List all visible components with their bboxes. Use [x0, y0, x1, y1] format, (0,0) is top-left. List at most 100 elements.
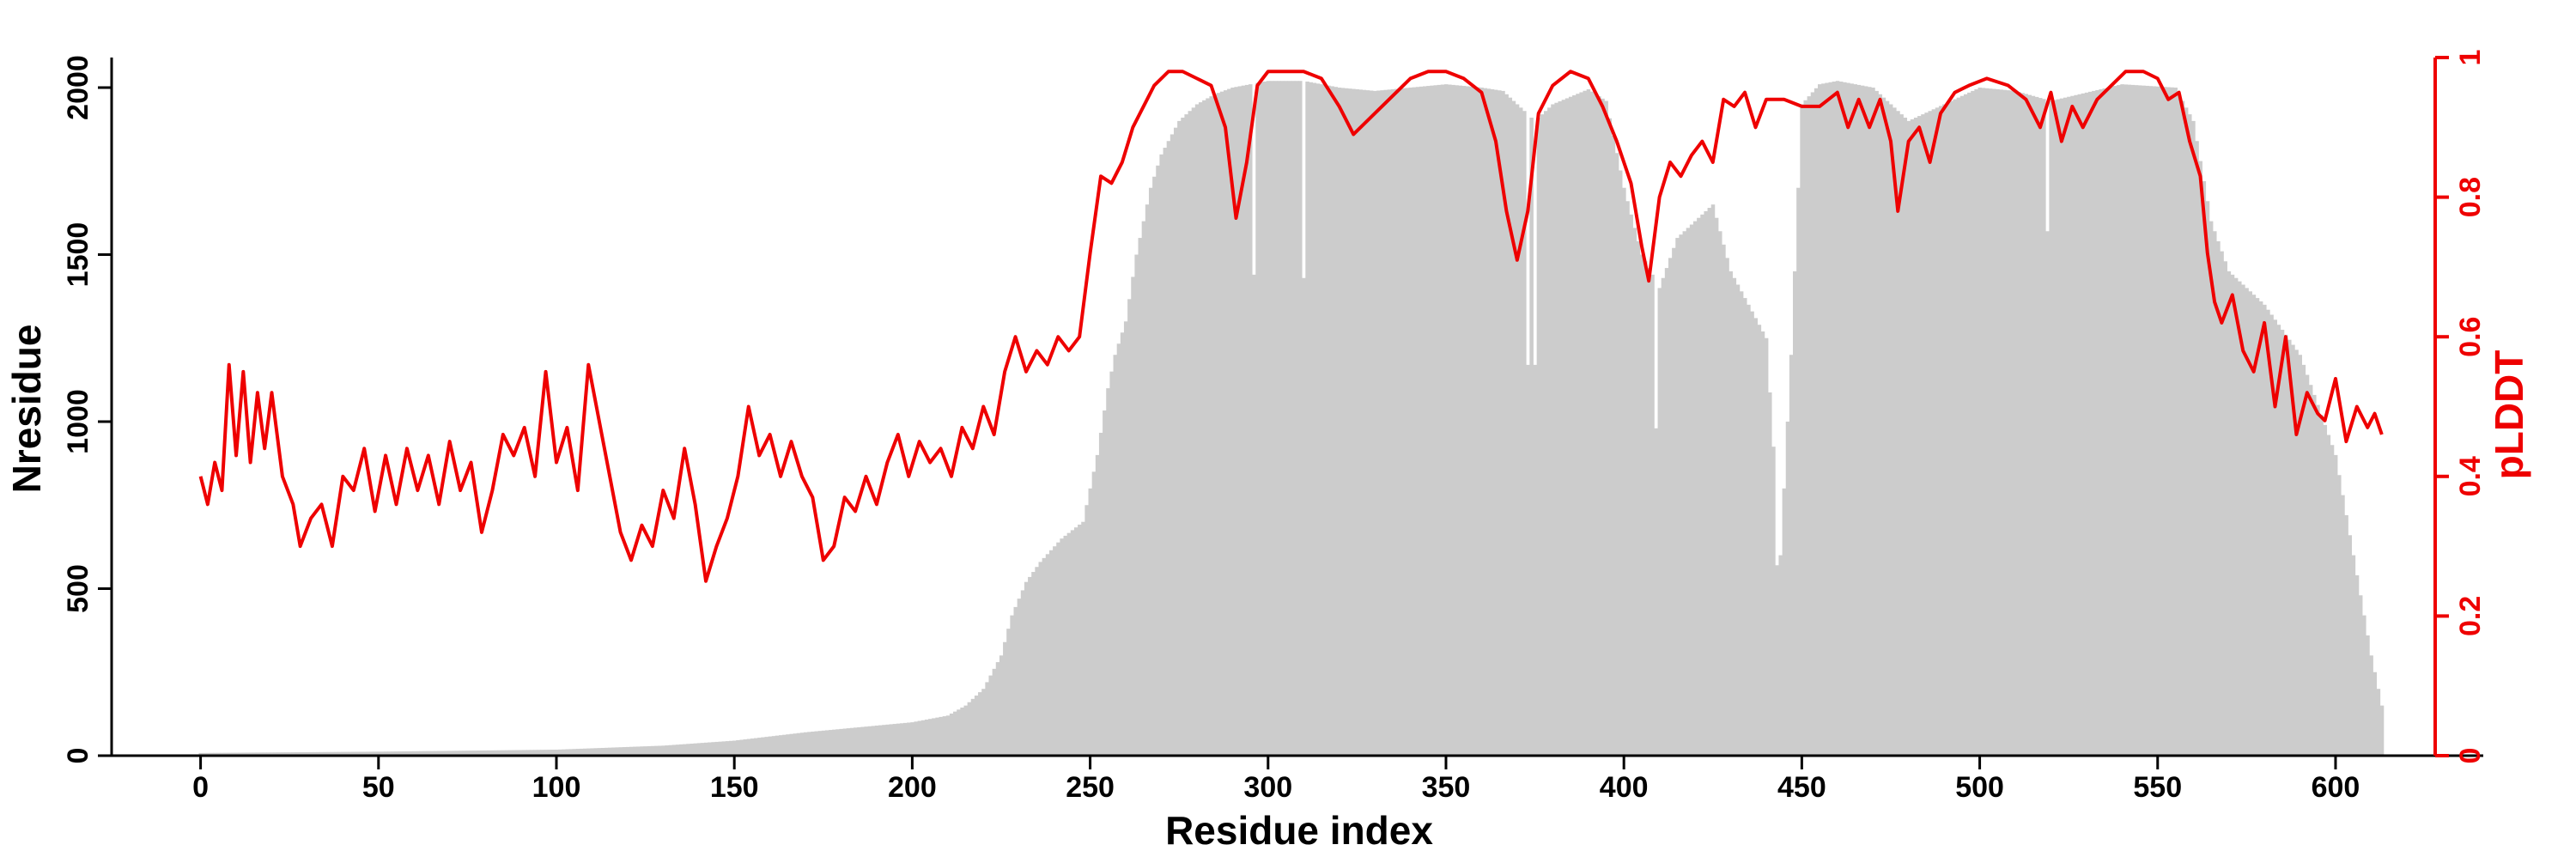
nresidue-bar	[1390, 88, 1395, 756]
nresidue-bar	[995, 662, 1000, 756]
nresidue-bar	[2024, 94, 2028, 756]
nresidue-bar	[999, 655, 1004, 756]
nresidue-bar	[533, 750, 538, 756]
nresidue-bar	[1134, 254, 1139, 756]
nresidue-bar	[1714, 217, 1719, 757]
nresidue-bar	[202, 752, 207, 756]
nresidue-bar	[2087, 91, 2093, 757]
nresidue-bar	[1269, 81, 1274, 757]
nresidue-bar	[2180, 100, 2185, 756]
nresidue-bar	[1803, 100, 1807, 757]
nresidue-bar	[2330, 445, 2335, 756]
nresidue-bar	[1739, 291, 1744, 756]
nresidue-bar	[700, 743, 705, 756]
nresidue-bar	[1084, 505, 1089, 756]
nresidue-bar	[2333, 454, 2338, 756]
nresidue-bar	[1437, 84, 1442, 756]
nresidue-bar	[1248, 84, 1253, 757]
nresidue-bar	[2283, 334, 2288, 756]
nresidue-bar	[348, 751, 353, 756]
nresidue-bar	[1618, 170, 1623, 757]
y-left-tick-label: 500	[62, 564, 94, 613]
x-tick-label: 100	[532, 771, 581, 804]
nresidue-bar	[1589, 91, 1595, 757]
nresidue-bar	[1252, 274, 1256, 757]
nresidue-bar	[789, 733, 793, 756]
nresidue-bar	[2241, 284, 2245, 756]
nresidue-bar	[974, 695, 979, 756]
nresidue-bar	[992, 668, 997, 756]
nresidue-bar	[1230, 88, 1235, 756]
nresidue-bar	[440, 751, 445, 756]
nresidue-bar	[910, 722, 914, 756]
nresidue-bar	[1490, 88, 1495, 756]
nresidue-bar	[1988, 88, 1993, 757]
nresidue-bar	[739, 739, 744, 756]
nresidue-bar	[2120, 84, 2124, 757]
nresidue-bar	[978, 692, 982, 756]
nresidue-bar	[1838, 82, 1844, 756]
nresidue-bar	[2298, 355, 2302, 756]
nresidue-bar	[263, 752, 267, 756]
nresidue-bar	[1319, 84, 1324, 757]
nresidue-bar	[1632, 228, 1637, 756]
nresidue-bar	[1643, 261, 1648, 756]
nresidue-bar	[416, 751, 420, 756]
nresidue-bar	[686, 744, 690, 756]
nresidue-bar	[2145, 85, 2149, 757]
nresidue-bar	[1302, 277, 1306, 756]
nresidue-bar	[1010, 615, 1014, 756]
nresidue-bar	[1163, 148, 1168, 756]
nresidue-bar	[2166, 87, 2171, 757]
nresidue-bar	[2109, 87, 2114, 757]
nresidue-bar	[1946, 102, 1950, 756]
nresidue-bar	[1853, 84, 1857, 757]
nresidue-bar	[1981, 88, 1986, 756]
nresidue-bar	[248, 752, 253, 756]
nresidue-bar	[1903, 118, 1908, 756]
nresidue-bar	[1202, 100, 1206, 757]
nresidue-bar	[1498, 90, 1502, 756]
nresidue-bar	[1109, 371, 1114, 756]
nresidue-bar	[1942, 104, 1947, 756]
nresidue-bar	[2102, 88, 2107, 757]
nresidue-bar	[2276, 325, 2281, 756]
nresidue-bar	[1031, 572, 1036, 756]
nresidue-bar	[807, 732, 811, 756]
nresidue-bar	[1508, 97, 1513, 757]
nresidue-bar	[2351, 555, 2356, 756]
nresidue-bar	[326, 751, 331, 756]
nresidue-bar	[579, 748, 584, 756]
nresidue-bar	[633, 746, 637, 756]
nresidue-bar	[586, 748, 591, 756]
nresidue-bar	[2170, 87, 2174, 756]
nresidue-bar	[301, 751, 307, 756]
nresidue-bar	[1280, 81, 1285, 757]
nresidue-bar	[1768, 392, 1772, 756]
nresidue-bar	[1194, 104, 1200, 756]
nresidue-bar	[1518, 107, 1523, 757]
nresidue-bar	[1793, 270, 1797, 757]
bars-layer	[198, 81, 2385, 757]
nresidue-bar	[540, 750, 544, 756]
nresidue-bar	[854, 727, 858, 756]
nresidue-bar	[334, 751, 338, 756]
nresidue-bar	[1284, 81, 1288, 757]
nresidue-bar	[1586, 88, 1591, 756]
nresidue-bar	[778, 735, 783, 756]
nresidue-bar	[451, 751, 456, 756]
nresidue-bar	[1352, 88, 1356, 756]
nresidue-bar	[519, 750, 524, 756]
nresidue-bar	[1604, 100, 1608, 756]
nresidue-bar	[939, 716, 944, 756]
nresidue-bar	[1771, 447, 1776, 756]
nresidue-bar	[1365, 90, 1370, 757]
nresidue-bar	[2287, 339, 2292, 756]
nresidue-bar	[2137, 85, 2142, 757]
nresidue-bar	[1800, 104, 1804, 756]
plddt-line	[198, 70, 2384, 583]
nresidue-bar	[2376, 689, 2381, 756]
nresidue-bar	[1732, 277, 1737, 756]
nresidue-bar	[622, 747, 627, 756]
nresidue-bar	[1060, 538, 1064, 756]
